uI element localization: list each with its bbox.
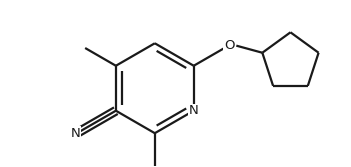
Text: N: N xyxy=(189,104,199,117)
Text: N: N xyxy=(71,127,80,140)
Text: O: O xyxy=(224,39,234,52)
